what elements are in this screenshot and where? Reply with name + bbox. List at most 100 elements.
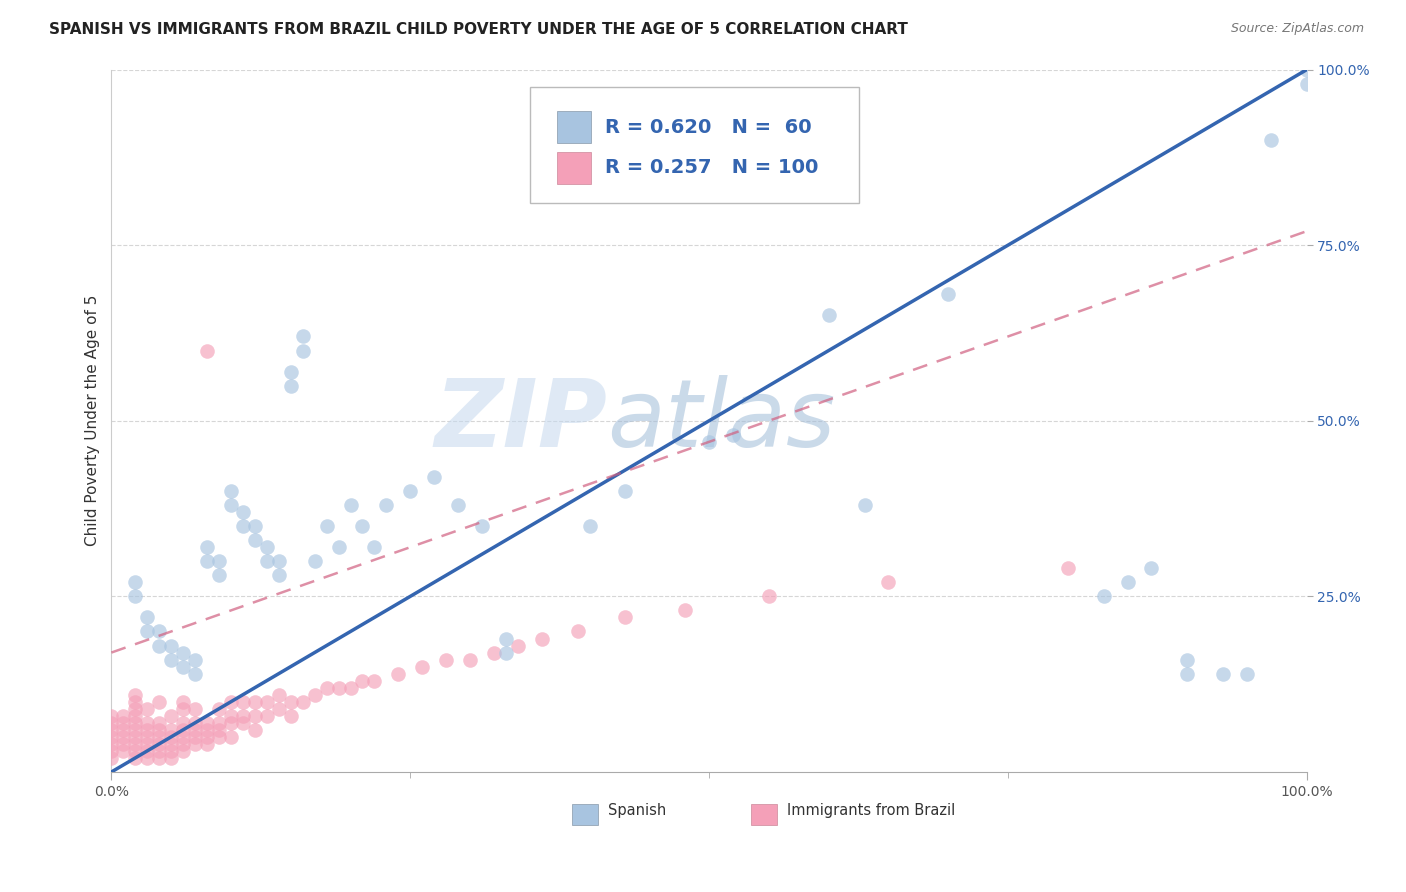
Point [411, 659, 433, 673]
Point [339, 498, 361, 512]
Point [208, 702, 231, 716]
Point [267, 688, 290, 702]
Point [256, 708, 278, 723]
Point [232, 505, 254, 519]
Point [172, 659, 194, 673]
Point [136, 737, 159, 751]
Point [184, 652, 207, 666]
Point [280, 378, 302, 392]
Point [124, 590, 146, 604]
Point [267, 568, 290, 582]
Point [219, 498, 242, 512]
Point [256, 554, 278, 568]
Point [530, 632, 553, 646]
Point [172, 695, 194, 709]
Point [136, 751, 159, 765]
Point [280, 695, 302, 709]
Point [256, 540, 278, 554]
Text: R = 0.257   N = 100: R = 0.257 N = 100 [605, 159, 818, 178]
Point [853, 498, 876, 512]
Point [136, 610, 159, 624]
Point [112, 737, 135, 751]
Point [758, 590, 780, 604]
Point [495, 632, 517, 646]
Point [172, 715, 194, 730]
Point [172, 730, 194, 744]
Text: atlas: atlas [607, 376, 835, 467]
FancyBboxPatch shape [530, 87, 859, 203]
Point [243, 723, 266, 737]
Point [208, 715, 231, 730]
Point [124, 695, 146, 709]
Point [423, 470, 446, 484]
Point [100, 715, 122, 730]
Point [1175, 666, 1198, 681]
Point [614, 483, 637, 498]
Point [124, 737, 146, 751]
Point [506, 639, 529, 653]
Point [112, 730, 135, 744]
Point [160, 751, 183, 765]
Point [232, 519, 254, 533]
Point [124, 688, 146, 702]
Point [172, 737, 194, 751]
Point [100, 751, 122, 765]
Point [208, 730, 231, 744]
Point [124, 715, 146, 730]
Point [148, 715, 170, 730]
Point [1116, 575, 1139, 590]
Point [195, 715, 218, 730]
Text: ZIP: ZIP [434, 375, 607, 467]
Point [100, 737, 122, 751]
Point [124, 708, 146, 723]
Point [1140, 561, 1163, 575]
Bar [557, 153, 591, 184]
Point [267, 702, 290, 716]
Point [195, 540, 218, 554]
Point [936, 287, 959, 301]
Point [124, 575, 146, 590]
Point [399, 483, 422, 498]
Point [124, 730, 146, 744]
Text: Immigrants from Brazil: Immigrants from Brazil [787, 803, 955, 818]
Point [160, 744, 183, 758]
Point [100, 723, 122, 737]
Point [291, 329, 314, 343]
Point [124, 744, 146, 758]
Point [136, 723, 159, 737]
Point [184, 666, 207, 681]
Point [148, 624, 170, 639]
Point [1212, 666, 1234, 681]
Point [184, 730, 207, 744]
Point [100, 730, 122, 744]
Point [673, 603, 696, 617]
Point [328, 540, 350, 554]
Text: SPANISH VS IMMIGRANTS FROM BRAZIL CHILD POVERTY UNDER THE AGE OF 5 CORRELATION C: SPANISH VS IMMIGRANTS FROM BRAZIL CHILD … [49, 22, 908, 37]
Y-axis label: Child Poverty Under the Age of 5: Child Poverty Under the Age of 5 [86, 295, 100, 547]
Point [304, 688, 326, 702]
Point [208, 723, 231, 737]
Point [184, 723, 207, 737]
Point [280, 708, 302, 723]
Point [471, 519, 494, 533]
Point [136, 702, 159, 716]
Point [447, 498, 470, 512]
Point [148, 723, 170, 737]
Point [112, 715, 135, 730]
Point [195, 343, 218, 358]
Point [614, 610, 637, 624]
Point [387, 666, 409, 681]
Point [160, 708, 183, 723]
Point [148, 730, 170, 744]
Point [578, 519, 600, 533]
Point [1056, 561, 1078, 575]
Point [124, 751, 146, 765]
Point [136, 744, 159, 758]
Point [243, 708, 266, 723]
Point [352, 519, 374, 533]
Text: Source: ZipAtlas.com: Source: ZipAtlas.com [1230, 22, 1364, 36]
Bar [557, 112, 591, 143]
Point [160, 730, 183, 744]
Point [172, 646, 194, 660]
Text: Spanish: Spanish [607, 803, 666, 818]
